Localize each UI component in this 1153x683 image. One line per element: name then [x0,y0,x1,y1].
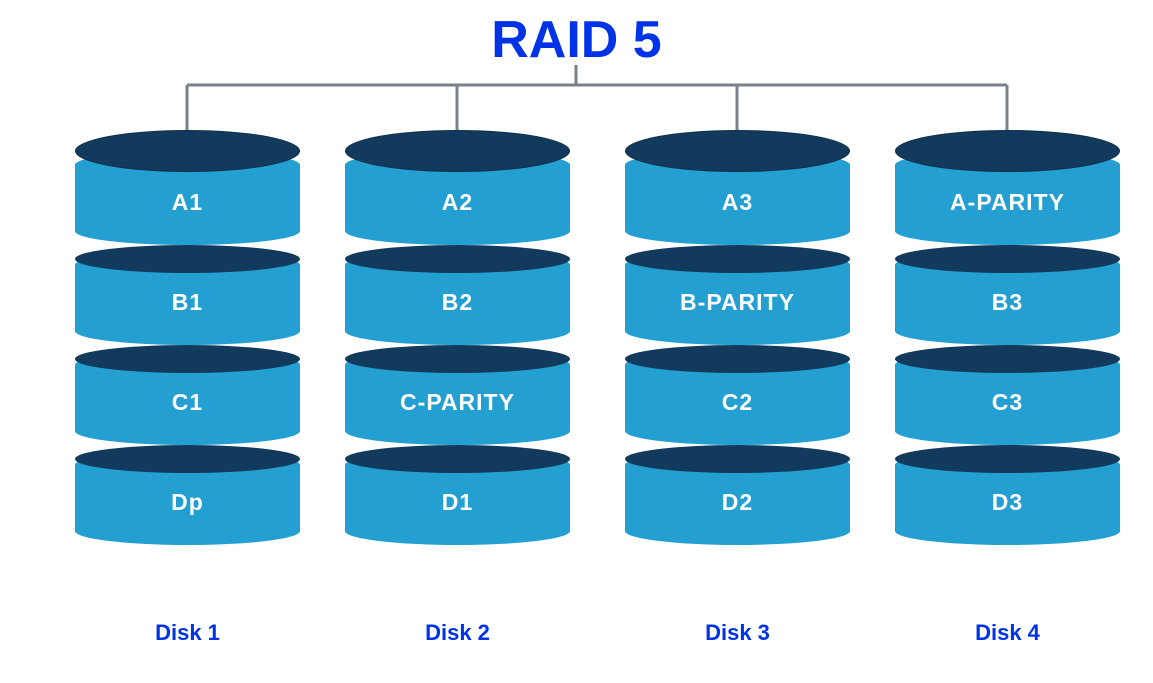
segment-bottom-ellipse [895,417,1120,445]
segment-bottom-ellipse [345,217,570,245]
segment-label: D2 [722,489,753,516]
segment-label: D1 [442,489,473,516]
disk-2: A2B2C-PARITYD1 [345,130,570,172]
disk-segment: B3 [895,251,1120,345]
disk-segment: D3 [895,451,1120,545]
disk-segment: D2 [625,451,850,545]
segment-bottom-ellipse [75,517,300,545]
segment-bottom-ellipse [345,417,570,445]
segment-label: C-PARITY [400,389,515,416]
segment-bottom-ellipse [625,517,850,545]
disk-label: Disk 2 [425,620,490,646]
disk-top-cap [345,130,570,172]
disk-segment: C1 [75,351,300,445]
disk-4: A-PARITYB3C3D3 [895,130,1120,172]
segment-label: B1 [172,289,203,316]
disk-3: A3B-PARITYC2D2 [625,130,850,172]
segment-label: C3 [992,389,1023,416]
segment-bottom-ellipse [895,517,1120,545]
disk-top-cap [75,130,300,172]
disk-top-cap [625,130,850,172]
segment-label: A3 [722,189,753,216]
segment-bottom-ellipse [895,317,1120,345]
disk-segment: C3 [895,351,1120,445]
segment-label: B-PARITY [680,289,795,316]
disk-segment: B-PARITY [625,251,850,345]
segment-bottom-ellipse [625,217,850,245]
segment-divider-ellipse [345,345,570,373]
disk-segment: Dp [75,451,300,545]
segment-label: A1 [172,189,203,216]
segment-label: C1 [172,389,203,416]
disk-segment: B2 [345,251,570,345]
segment-divider-ellipse [625,345,850,373]
disk-label: Disk 4 [975,620,1040,646]
segment-divider-ellipse [75,345,300,373]
segment-divider-ellipse [75,445,300,473]
segment-bottom-ellipse [345,317,570,345]
segment-label: C2 [722,389,753,416]
disk-label: Disk 3 [705,620,770,646]
disk-label: Disk 1 [155,620,220,646]
segment-bottom-ellipse [625,417,850,445]
segment-bottom-ellipse [345,517,570,545]
segment-divider-ellipse [625,245,850,273]
segment-bottom-ellipse [75,417,300,445]
segment-divider-ellipse [625,445,850,473]
segment-label: B3 [992,289,1023,316]
segment-bottom-ellipse [625,317,850,345]
disk-segment: B1 [75,251,300,345]
segment-divider-ellipse [345,445,570,473]
disk-top-cap [895,130,1120,172]
segment-divider-ellipse [345,245,570,273]
segment-label: D3 [992,489,1023,516]
disk-segment: D1 [345,451,570,545]
segment-bottom-ellipse [895,217,1120,245]
disk-segment: C-PARITY [345,351,570,445]
segment-label: B2 [442,289,473,316]
segment-label: A-PARITY [950,189,1065,216]
disk-segment: C2 [625,351,850,445]
segment-label: Dp [171,489,204,516]
segment-divider-ellipse [895,345,1120,373]
disk-1: A1B1C1Dp [75,130,300,172]
diagram-title: RAID 5 [491,10,661,70]
segment-divider-ellipse [75,245,300,273]
segment-divider-ellipse [895,245,1120,273]
segment-label: A2 [442,189,473,216]
segment-divider-ellipse [895,445,1120,473]
segment-bottom-ellipse [75,217,300,245]
segment-bottom-ellipse [75,317,300,345]
